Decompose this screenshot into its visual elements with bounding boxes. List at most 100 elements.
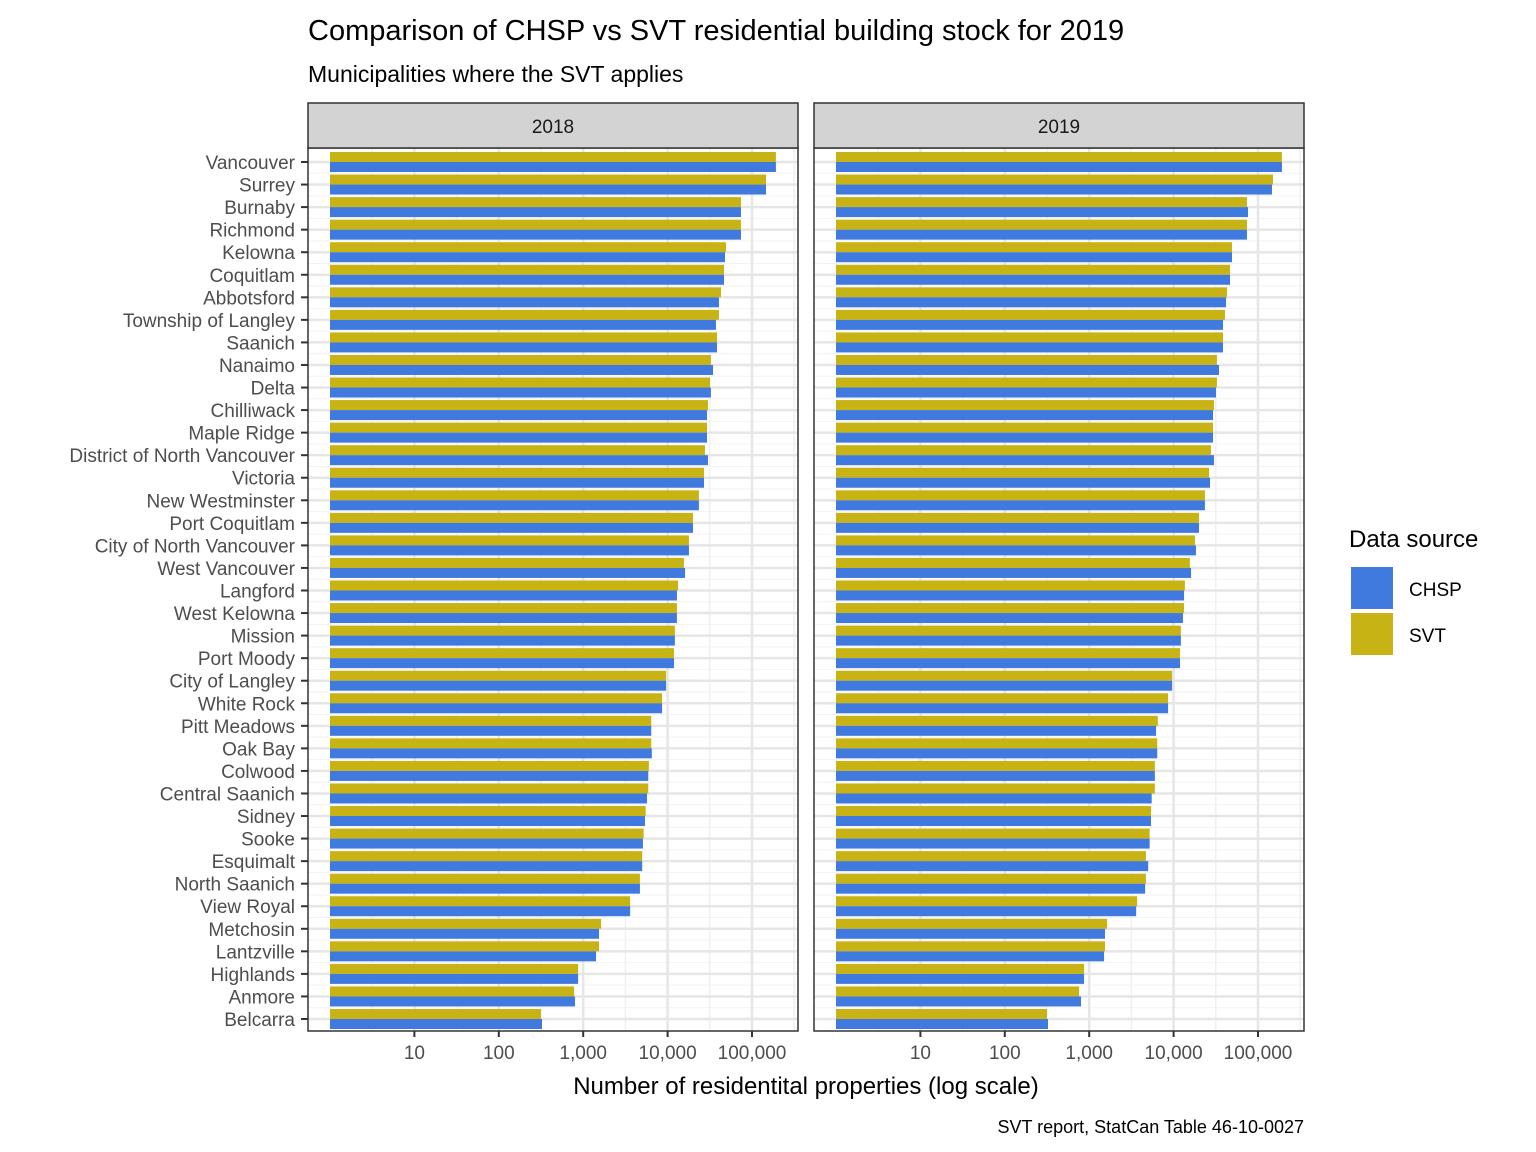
x-tick-label: 10 bbox=[910, 1043, 931, 1064]
bar-chsp-2019 bbox=[836, 883, 1146, 894]
bar-chsp-2018 bbox=[330, 1019, 543, 1029]
bar-chsp-2019 bbox=[836, 319, 1224, 330]
bar-svt-2018 bbox=[330, 332, 718, 343]
chart-title: Comparison of CHSP vs SVT residential bu… bbox=[308, 15, 1124, 47]
bar-chsp-2018 bbox=[330, 477, 705, 488]
y-tick-label: Chilliwack bbox=[211, 401, 296, 422]
y-tick-label: Oak Bay bbox=[222, 739, 295, 760]
bar-chsp-2018 bbox=[330, 545, 689, 556]
legend-title: Data source bbox=[1349, 526, 1478, 553]
bar-chsp-2018 bbox=[330, 996, 576, 1007]
panel-2018: 2018 10 100 1,000 10,000 100,000 bbox=[307, 102, 799, 1064]
bar-chsp-2019 bbox=[836, 703, 1169, 714]
bar-svt-2019 bbox=[836, 851, 1146, 862]
bar-chsp-2018 bbox=[330, 297, 719, 308]
bar-chsp-2019 bbox=[836, 973, 1085, 984]
bar-svt-2018 bbox=[330, 828, 644, 839]
bar-chsp-2019 bbox=[836, 996, 1082, 1007]
y-tick-label: Township of Langley bbox=[123, 311, 296, 332]
bar-svt-2018 bbox=[330, 896, 631, 907]
bar-chsp-2018 bbox=[330, 748, 652, 759]
y-tick-label: Metchosin bbox=[208, 920, 295, 941]
bar-svt-2019 bbox=[836, 715, 1158, 726]
y-tick-label: Colwood bbox=[221, 762, 295, 783]
bar-svt-2019 bbox=[836, 670, 1173, 681]
bar-chsp-2018 bbox=[330, 207, 741, 218]
x-tick-label: 100,000 bbox=[1224, 1043, 1293, 1064]
bar-svt-2019 bbox=[836, 377, 1217, 388]
bar-svt-2018 bbox=[330, 715, 652, 726]
y-tick-label: North Saanich bbox=[175, 875, 295, 896]
bar-chsp-2018 bbox=[330, 522, 694, 533]
bar-chsp-2019 bbox=[836, 816, 1152, 827]
x-tick-label: 10,000 bbox=[1145, 1043, 1203, 1064]
x-tick-label: 100 bbox=[483, 1043, 515, 1064]
bar-chsp-2019 bbox=[836, 635, 1181, 646]
y-tick-label: City of North Vancouver bbox=[95, 536, 296, 557]
bar-svt-2019 bbox=[836, 332, 1224, 343]
legend: Data source CHSP SVT bbox=[1349, 526, 1478, 655]
y-tick-label: Surrey bbox=[239, 176, 295, 197]
bar-svt-2019 bbox=[836, 963, 1085, 974]
y-tick-label: Esquimalt bbox=[212, 852, 296, 873]
bar-chsp-2018 bbox=[330, 793, 647, 804]
facet-strip-label: 2018 bbox=[532, 117, 574, 138]
bar-svt-2018 bbox=[330, 873, 640, 884]
x-tick-label: 1,000 bbox=[1065, 1043, 1113, 1064]
bar-chsp-2019 bbox=[836, 364, 1219, 375]
bar-svt-2019 bbox=[836, 287, 1227, 298]
bar-chsp-2019 bbox=[836, 432, 1214, 443]
bar-chsp-2018 bbox=[330, 906, 631, 917]
bar-chsp-2018 bbox=[330, 342, 718, 353]
bar-chsp-2019 bbox=[836, 928, 1106, 939]
bar-svt-2019 bbox=[836, 625, 1181, 636]
facet-strip-label: 2019 bbox=[1038, 117, 1080, 138]
bar-svt-2018 bbox=[330, 941, 600, 952]
bar-svt-2019 bbox=[836, 400, 1214, 411]
bar-chsp-2018 bbox=[330, 319, 716, 330]
bar-chsp-2018 bbox=[330, 838, 643, 849]
bar-chsp-2018 bbox=[330, 364, 713, 375]
bar-svt-2019 bbox=[836, 219, 1247, 230]
bar-svt-2018 bbox=[330, 242, 727, 253]
bar-svt-2018 bbox=[330, 806, 646, 817]
bar-svt-2019 bbox=[836, 941, 1106, 952]
y-tick-label: West Vancouver bbox=[157, 559, 295, 580]
bar-svt-2019 bbox=[836, 174, 1274, 185]
bar-svt-2018 bbox=[330, 377, 711, 388]
bar-svt-2019 bbox=[836, 512, 1200, 523]
y-tick-label: Sidney bbox=[237, 807, 296, 828]
panel-2019: 2019 10 100 1,000 10,000 100,000 bbox=[813, 102, 1305, 1064]
y-tick-label: Richmond bbox=[209, 221, 295, 242]
y-tick-label: Highlands bbox=[211, 965, 296, 986]
bar-svt-2019 bbox=[836, 738, 1158, 749]
y-tick-label: White Rock bbox=[198, 694, 296, 715]
x-tick-label: 10,000 bbox=[639, 1043, 697, 1064]
bar-chsp-2018 bbox=[330, 928, 600, 939]
bar-svt-2018 bbox=[330, 174, 766, 185]
bar-svt-2018 bbox=[330, 760, 649, 771]
bar-svt-2018 bbox=[330, 264, 725, 275]
bar-chsp-2018 bbox=[330, 387, 711, 398]
x-tick-label: 1,000 bbox=[559, 1043, 607, 1064]
bar-svt-2018 bbox=[330, 986, 575, 997]
bar-chsp-2018 bbox=[330, 590, 677, 601]
bar-chsp-2018 bbox=[330, 229, 741, 240]
legend-label-svt: SVT bbox=[1409, 626, 1446, 647]
bar-chsp-2019 bbox=[836, 184, 1272, 195]
bar-chsp-2019 bbox=[836, 906, 1137, 917]
y-tick-label: Saanich bbox=[226, 333, 295, 354]
bar-svt-2019 bbox=[836, 309, 1225, 320]
bar-svt-2018 bbox=[330, 535, 689, 546]
bar-chsp-2018 bbox=[330, 500, 699, 511]
bar-svt-2019 bbox=[836, 918, 1108, 929]
bar-svt-2019 bbox=[836, 783, 1155, 794]
bar-svt-2018 bbox=[330, 963, 579, 974]
facet-strip bbox=[813, 102, 1305, 149]
bar-chsp-2018 bbox=[330, 816, 646, 827]
x-tick-label: 100,000 bbox=[718, 1043, 787, 1064]
bar-svt-2018 bbox=[330, 197, 741, 208]
bar-svt-2019 bbox=[836, 896, 1138, 907]
y-axis: VancouverSurreyBurnabyRichmondKelownaCoq… bbox=[69, 153, 308, 1031]
bar-svt-2018 bbox=[330, 354, 711, 365]
